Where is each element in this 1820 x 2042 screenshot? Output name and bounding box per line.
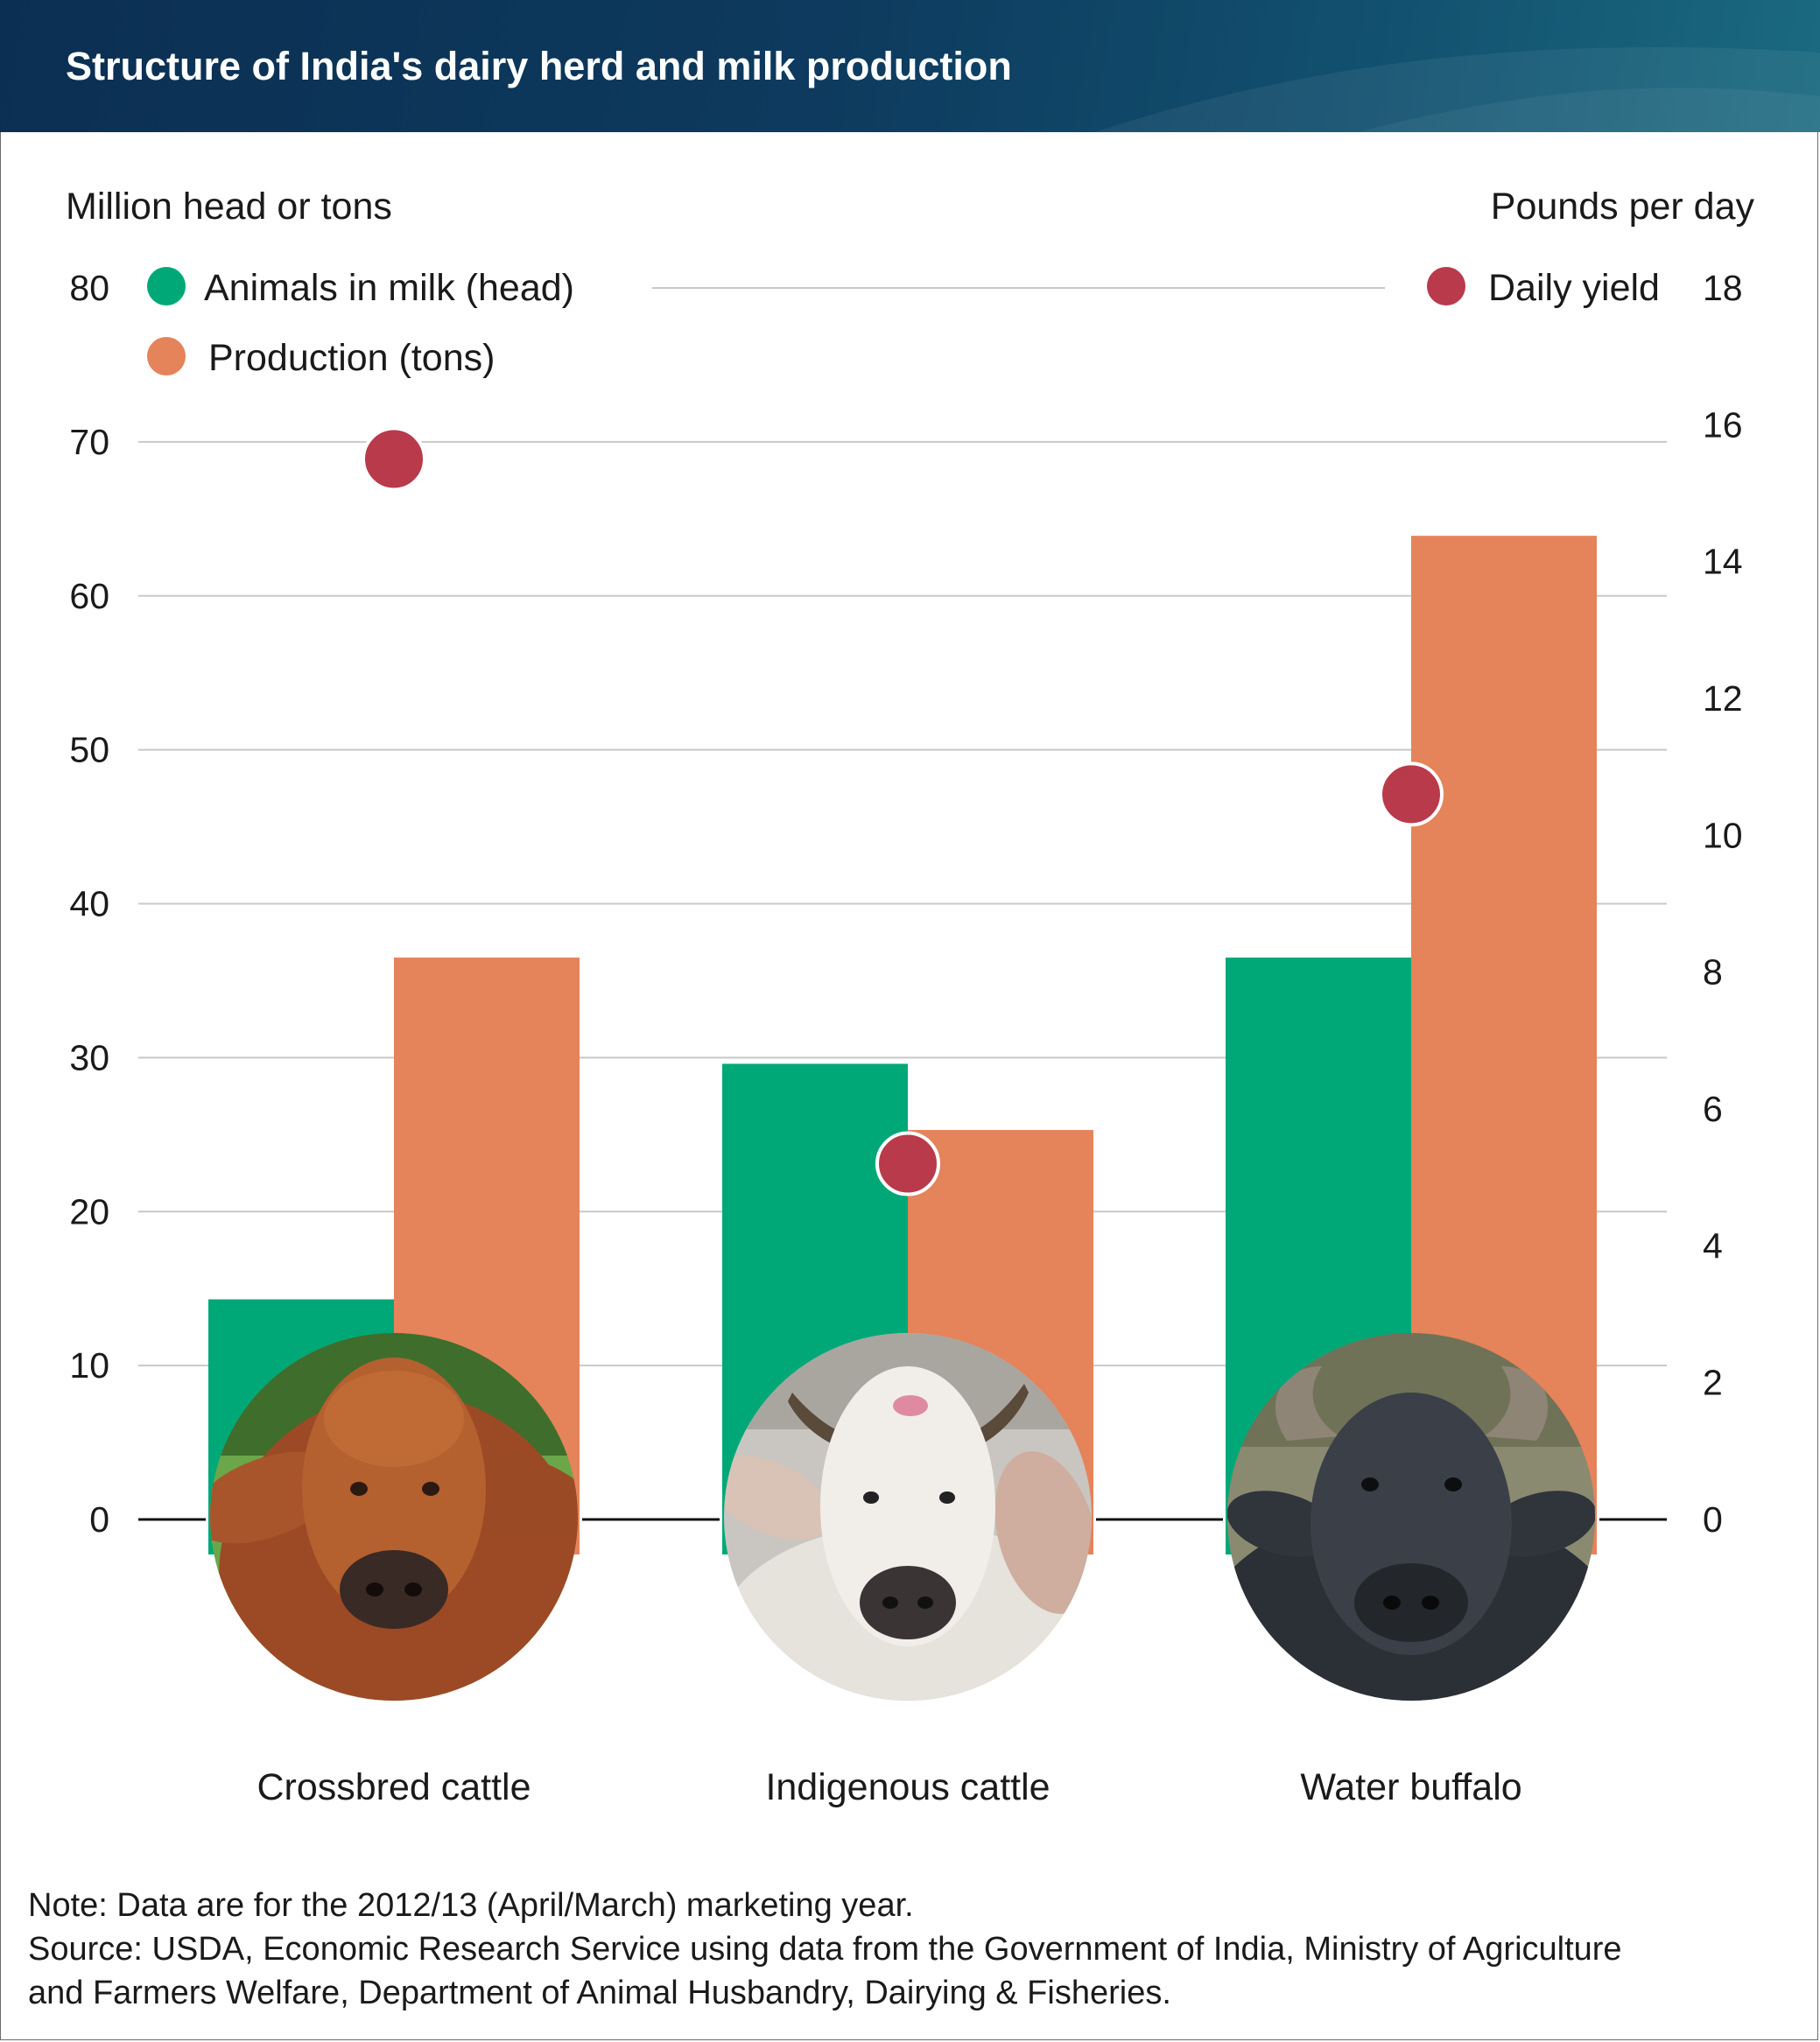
y-tick-right: 14	[1703, 542, 1743, 582]
cow-photo	[210, 1333, 578, 1701]
y-tick-left: 30	[69, 1037, 109, 1077]
legend-label-animals: Animals in milk (head)	[204, 267, 574, 309]
category-label: Water buffalo	[1300, 1766, 1521, 1808]
source-text-line1: Source: USDA, Economic Research Service …	[28, 1931, 1622, 1968]
daily-yield-point	[362, 426, 426, 492]
legend-label-production: Production (tons)	[208, 337, 495, 379]
y-tick-left: 70	[69, 422, 109, 462]
legend-label-yield: Daily yield	[1488, 267, 1660, 309]
y-tick-left: 50	[69, 730, 109, 770]
y-tick-left: 10	[69, 1345, 109, 1386]
y-tick-right: 10	[1703, 815, 1743, 855]
y-axis-left-title: Million head or tons	[66, 186, 392, 228]
source-text-line2: and Farmers Welfare, Department of Anima…	[28, 1975, 1171, 2011]
y-tick-right: 0	[1703, 1499, 1723, 1540]
chart-title: Structure of India's dairy herd and milk…	[66, 44, 1012, 88]
daily-yield-point	[875, 1131, 940, 1196]
y-tick-right: 4	[1703, 1225, 1723, 1266]
daily-yield-points	[362, 426, 1444, 1196]
y-tick-left: 20	[69, 1191, 109, 1232]
y-tick-right: 6	[1703, 1089, 1723, 1129]
y-tick-left: 60	[69, 576, 109, 616]
y-tick-right: 2	[1703, 1363, 1723, 1403]
y-axis-left-ticks: 0 10 20 30 40 50 60 70 80	[69, 268, 109, 1540]
y-tick-right: 12	[1703, 678, 1743, 719]
header-banner: Structure of India's dairy herd and milk…	[0, 0, 1820, 132]
y-tick-left: 0	[89, 1499, 109, 1540]
category-label: Crossbred cattle	[256, 1766, 531, 1808]
y-tick-right: 16	[1703, 404, 1743, 445]
note-text: Note: Data are for the 2012/13 (April/Ma…	[28, 1887, 914, 1924]
y-axis-right-ticks: 0 2 4 6 8 10 12 14 16 18	[1703, 268, 1743, 1540]
legend-swatch-animals	[147, 267, 186, 305]
y-tick-right: 8	[1703, 952, 1723, 993]
y-axis-right-title: Pounds per day	[1491, 186, 1755, 228]
chart-area: Million head or tons Pounds per day 0 10 2…	[66, 186, 1755, 1808]
legend-swatch-production	[147, 337, 186, 375]
category-labels: Crossbred cattle Indigenous cattle Water b…	[256, 1766, 1521, 1808]
y-tick-left: 40	[69, 884, 109, 924]
animal-photos	[210, 1333, 1595, 1701]
legend-swatch-yield	[1427, 267, 1465, 305]
daily-yield-point	[1379, 761, 1444, 827]
header-wave-decoration	[1094, 47, 1820, 132]
y-tick-right: 18	[1703, 268, 1743, 308]
y-tick-left: 80	[69, 268, 109, 308]
buffalo-photo	[1227, 1333, 1595, 1701]
notes: Note: Data are for the 2012/13 (April/Ma…	[28, 1884, 1796, 2015]
legend: Animals in milk (head) Production (tons)…	[147, 267, 1660, 379]
category-label: Indigenous cattle	[765, 1766, 1050, 1808]
